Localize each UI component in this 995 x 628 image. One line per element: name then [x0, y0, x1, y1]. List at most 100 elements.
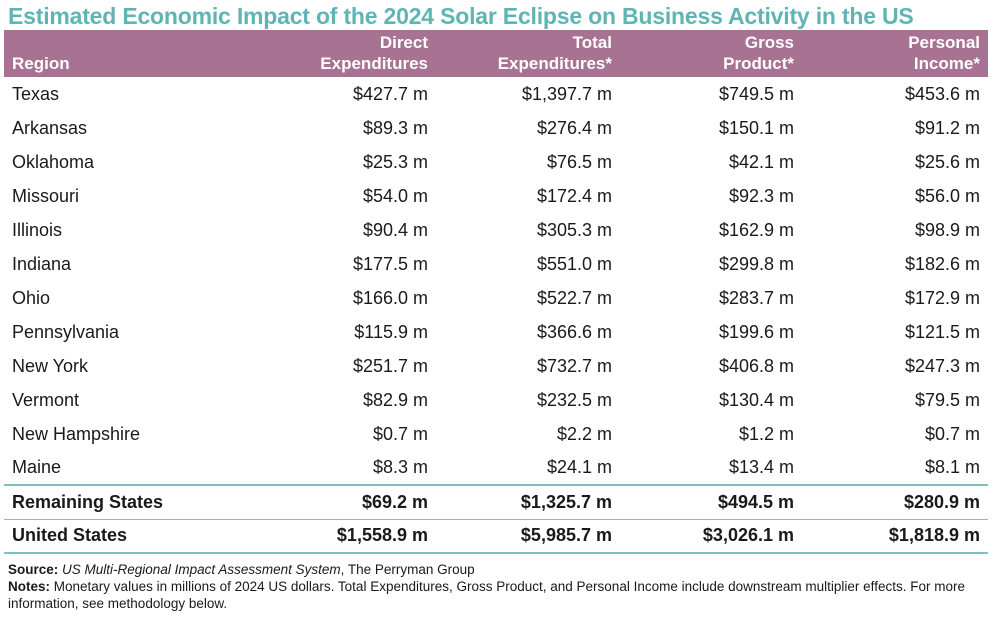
- column-header-line: Expenditures*: [497, 54, 612, 73]
- value-cell: $522.7 m: [536, 287, 612, 308]
- impact-table: Region Direct Expenditures Total Expenditure…: [4, 30, 988, 554]
- value-cell: $232.5 m: [536, 389, 612, 410]
- value-cell: $1.2 m: [738, 423, 794, 444]
- value-cell: $130.4 m: [718, 389, 794, 410]
- column-header-line: Direct: [379, 33, 428, 52]
- summary-row: United States $1,558.9 m $5,985.7 m $3,026.…: [4, 518, 988, 554]
- value-cell: $166.0 m: [352, 287, 428, 308]
- column-header-line: Income*: [913, 54, 980, 73]
- value-cell: $0.7 m: [924, 423, 980, 444]
- table-row: Ohio $166.0 m $522.7 m $283.7 m $172.9 m: [4, 281, 988, 315]
- value-cell: $1,558.9 m: [260, 518, 436, 554]
- table-row: Maine $8.3 m $24.1 m $13.4 m $8.1 m: [4, 451, 988, 485]
- region-cell: Ohio: [12, 287, 51, 308]
- value-cell: $199.6 m: [718, 321, 794, 342]
- value-cell: $92.3 m: [728, 185, 794, 206]
- header-total-expenditures: Total Expenditures*: [436, 30, 620, 77]
- value-cell: $453.6 m: [904, 83, 980, 104]
- region-cell: Arkansas: [12, 117, 88, 138]
- value-cell: $162.9 m: [718, 219, 794, 240]
- table-row: Indiana $177.5 m $551.0 m $299.8 m $182.6 m: [4, 247, 988, 281]
- column-header-line: Total: [572, 33, 612, 52]
- table-row: Arkansas $89.3 m $276.4 m $150.1 m $91.2 m: [4, 111, 988, 145]
- value-cell: $366.6 m: [536, 321, 612, 342]
- value-cell: $280.9 m: [802, 484, 988, 519]
- header-direct-expenditures: Direct Expenditures: [260, 30, 436, 77]
- value-cell: $69.2 m: [260, 484, 436, 519]
- table-row: Illinois $90.4 m $305.3 m $162.9 m $98.9 m: [4, 213, 988, 247]
- footer: Source: US Multi-Regional Impact Assessm…: [8, 561, 983, 612]
- value-cell: $82.9 m: [362, 389, 428, 410]
- value-cell: $91.2 m: [914, 117, 980, 138]
- source-line: Source: US Multi-Regional Impact Assessm…: [8, 561, 983, 578]
- table-row: Missouri $54.0 m $172.4 m $92.3 m $56.0 m: [4, 179, 988, 213]
- value-cell: $305.3 m: [536, 219, 612, 240]
- value-cell: $406.8 m: [718, 355, 794, 376]
- source-label: Source:: [8, 562, 59, 577]
- value-cell: $172.9 m: [904, 287, 980, 308]
- value-cell: $42.1 m: [728, 151, 794, 172]
- region-cell: Missouri: [12, 185, 80, 206]
- value-cell: $494.5 m: [620, 484, 802, 519]
- value-cell: $54.0 m: [362, 185, 428, 206]
- value-cell: $427.7 m: [352, 83, 428, 104]
- value-cell: $749.5 m: [718, 83, 794, 104]
- value-cell: $25.3 m: [362, 151, 428, 172]
- region-cell: New York: [12, 355, 89, 376]
- region-cell: Oklahoma: [12, 151, 95, 172]
- region-cell: Indiana: [12, 253, 72, 274]
- value-cell: $0.7 m: [372, 423, 428, 444]
- column-header-line: Expenditures: [320, 54, 428, 73]
- summary-row: Remaining States $69.2 m $1,325.7 m $494.5 …: [4, 484, 988, 519]
- value-cell: $90.4 m: [362, 219, 428, 240]
- value-cell: $276.4 m: [536, 117, 612, 138]
- region-cell: Maine: [12, 457, 62, 477]
- value-cell: $25.6 m: [914, 151, 980, 172]
- value-cell: $76.5 m: [546, 151, 612, 172]
- value-cell: $121.5 m: [904, 321, 980, 342]
- value-cell: $551.0 m: [536, 253, 612, 274]
- table-body: Texas $427.7 m $1,397.7 m $749.5 m $453.6 m A…: [4, 77, 988, 554]
- value-cell: $3,026.1 m: [620, 518, 802, 554]
- header-gross-product: Gross Product*: [620, 30, 802, 77]
- region-cell: Vermont: [12, 389, 80, 410]
- value-cell: $89.3 m: [362, 117, 428, 138]
- region-cell: United States: [4, 518, 260, 554]
- source-name: US Multi-Regional Impact Assessment Syst…: [62, 562, 341, 577]
- value-cell: $5,985.7 m: [436, 518, 620, 554]
- header-row: Region Direct Expenditures Total Expenditure…: [4, 30, 988, 77]
- table-row: Pennsylvania $115.9 m $366.6 m $199.6 m $121…: [4, 315, 988, 349]
- header-personal-income: Personal Income*: [802, 30, 988, 77]
- value-cell: $13.4 m: [728, 457, 794, 477]
- region-cell: New Hampshire: [12, 423, 141, 444]
- table-row: Oklahoma $25.3 m $76.5 m $42.1 m $25.6 m: [4, 145, 988, 179]
- column-header-line: Personal: [908, 33, 980, 52]
- value-cell: $1,325.7 m: [436, 484, 620, 519]
- value-cell: $1,818.9 m: [802, 518, 988, 554]
- notes-label: Notes:: [8, 579, 51, 594]
- column-header-line: Product*: [723, 54, 794, 73]
- value-cell: $115.9 m: [354, 321, 428, 342]
- table-row: New York $251.7 m $732.7 m $406.8 m $247.3 m: [4, 349, 988, 383]
- value-cell: $732.7 m: [536, 355, 612, 376]
- value-cell: $1,397.7 m: [521, 83, 612, 104]
- value-cell: $172.4 m: [536, 185, 612, 206]
- source-rest: , The Perryman Group: [340, 562, 475, 577]
- value-cell: $24.1 m: [546, 457, 612, 477]
- table-row: Texas $427.7 m $1,397.7 m $749.5 m $453.6 m: [4, 77, 988, 111]
- value-cell: $299.8 m: [718, 253, 794, 274]
- chart-title: Estimated Economic Impact of the 2024 So…: [8, 3, 914, 29]
- value-cell: $98.9 m: [914, 219, 980, 240]
- notes-line: Notes: Monetary values in millions of 20…: [8, 578, 983, 612]
- value-cell: $8.1 m: [924, 457, 980, 477]
- column-header-line: Gross: [744, 33, 794, 52]
- table-row: New Hampshire $0.7 m $2.2 m $1.2 m $0.7 m: [4, 417, 988, 451]
- value-cell: $8.3 m: [372, 457, 428, 477]
- value-cell: $182.6 m: [904, 253, 980, 274]
- value-cell: $251.7 m: [352, 355, 428, 376]
- value-cell: $283.7 m: [718, 287, 794, 308]
- region-cell: Remaining States: [4, 484, 260, 519]
- table-row: Vermont $82.9 m $232.5 m $130.4 m $79.5 m: [4, 383, 988, 417]
- value-cell: $79.5 m: [914, 389, 980, 410]
